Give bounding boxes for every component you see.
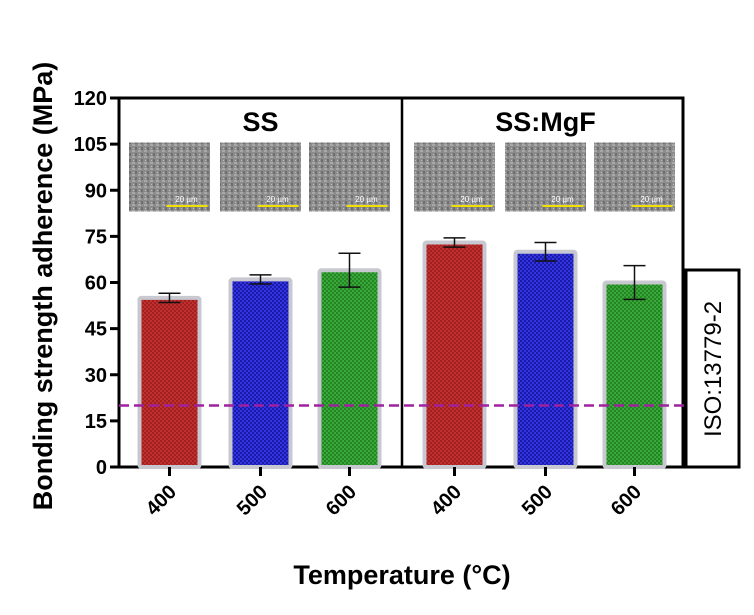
y-tick-label: 75 (85, 226, 107, 248)
x-axis: 400 500 600 400 500 600 (142, 467, 646, 520)
y-tick-label: 30 (85, 365, 107, 387)
y-tick-label: 105 (74, 134, 107, 156)
panel-title: SS:MgF (495, 107, 596, 137)
panel-title: SS (242, 107, 278, 137)
scale-bar-label: 20 µm (355, 195, 378, 204)
bars-layer: SS SS:MgF (137, 107, 667, 470)
iso-box-frame (684, 268, 741, 469)
micrographs-layer: 20 µm 20 µm 20 µm 20 µm 20 µm 20 µm (128, 141, 676, 213)
scale-bar-label: 20 µm (460, 195, 483, 204)
y-tick-label: 120 (74, 88, 107, 110)
scale-bar-label: 20 µm (551, 195, 574, 204)
y-axis: 0 15 30 45 60 75 90 105 120 (74, 88, 119, 479)
x-tick-label: 500 (233, 481, 272, 520)
iso-reference-box: ISO:13779-2 (684, 268, 741, 469)
bar (228, 277, 293, 469)
x-axis-title: Temperature (°C) (293, 560, 510, 590)
y-tick-label: 0 (96, 457, 107, 479)
x-tick-label: 400 (427, 481, 466, 520)
scale-bar-label: 20 µm (175, 195, 198, 204)
y-tick-label: 90 (85, 180, 107, 202)
micrograph (128, 141, 211, 213)
micrograph (504, 141, 587, 213)
y-tick-label: 60 (85, 273, 107, 295)
scale-bar-label: 20 µm (266, 195, 289, 204)
bar (513, 249, 578, 469)
bar (137, 295, 202, 469)
micrograph (308, 141, 391, 213)
bar (602, 280, 667, 469)
micrograph (413, 141, 496, 213)
bar (422, 240, 487, 469)
x-tick-label: 600 (607, 481, 646, 520)
y-tick-label: 45 (85, 319, 107, 341)
x-tick-label: 400 (142, 481, 181, 520)
micrograph (219, 141, 302, 213)
scale-bar-label: 20 µm (640, 195, 663, 204)
bar (317, 268, 382, 470)
y-tick-label: 15 (85, 411, 107, 433)
micrograph (593, 141, 676, 213)
iso-reference-label: ISO:13779-2 (700, 301, 727, 437)
x-tick-label: 600 (322, 481, 361, 520)
y-axis-title: Bonding strength adherence (MPa) (28, 62, 58, 511)
x-tick-label: 500 (518, 481, 557, 520)
